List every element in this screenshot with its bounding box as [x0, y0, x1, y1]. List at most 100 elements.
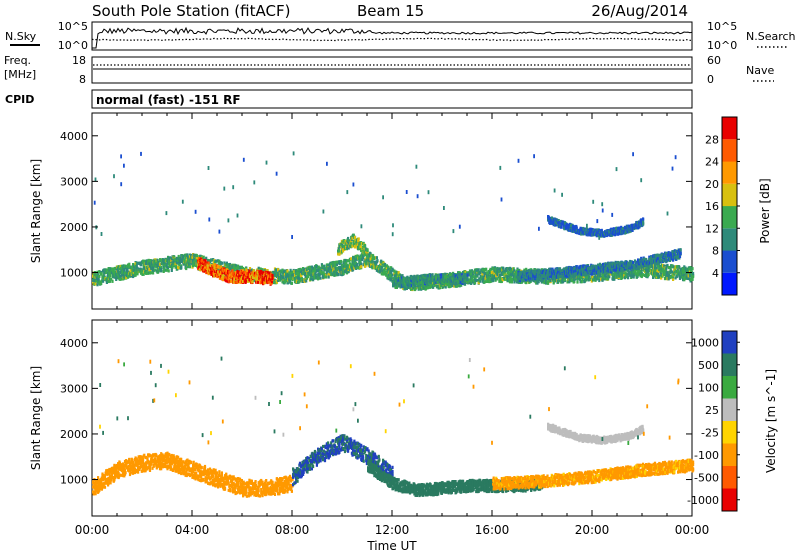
data-cell	[445, 274, 448, 278]
data-cell	[432, 285, 435, 289]
data-cell	[277, 268, 280, 272]
data-cell	[348, 257, 352, 262]
data-cell	[341, 264, 344, 268]
data-cell	[628, 271, 631, 275]
data-cell	[625, 274, 628, 279]
data-cell	[268, 276, 272, 280]
data-cell	[632, 275, 635, 279]
data-cell	[147, 264, 150, 268]
data-cell	[502, 272, 505, 276]
data-cell	[400, 274, 403, 278]
data-cell	[397, 271, 400, 275]
data-cell	[540, 280, 543, 284]
data-cell	[435, 276, 438, 280]
data-cell	[427, 285, 430, 289]
data-cell	[125, 275, 128, 280]
data-cell	[356, 263, 359, 267]
data-cell	[288, 279, 292, 283]
data-cell	[324, 267, 327, 271]
data-cell	[594, 278, 597, 282]
data-cell	[506, 267, 509, 271]
data-cell	[580, 276, 583, 280]
data-cell	[444, 272, 447, 277]
data-cell	[205, 256, 208, 260]
data-cell	[678, 265, 681, 269]
data-cell	[652, 275, 655, 279]
data-cell	[150, 263, 153, 267]
data-cell	[235, 275, 238, 279]
data-cell	[675, 274, 678, 279]
data-cell	[438, 286, 442, 290]
data-cell	[381, 269, 384, 273]
data-cell	[583, 279, 587, 283]
data-cell	[175, 261, 178, 265]
data-cell	[305, 276, 308, 280]
data-cell	[173, 263, 176, 267]
data-cell	[112, 268, 115, 272]
freq-panel: Freq. [MHz] 18 8 60 0 Nave	[4, 54, 774, 86]
data-cell	[415, 277, 418, 281]
data-cell	[515, 278, 518, 282]
data-cell	[329, 269, 332, 273]
data-cell	[145, 270, 148, 274]
data-cell	[105, 268, 108, 272]
data-cell	[243, 267, 246, 271]
data-cell	[190, 257, 193, 261]
data-cell	[672, 277, 675, 281]
data-cell	[392, 268, 395, 272]
data-cell	[328, 264, 331, 268]
data-cell	[614, 275, 617, 279]
data-cell	[297, 271, 300, 275]
data-cell	[148, 271, 152, 275]
data-cell	[487, 274, 490, 278]
data-cell	[318, 274, 321, 278]
data-cell	[358, 242, 362, 246]
data-cell	[397, 273, 400, 277]
data-cell	[210, 258, 213, 262]
data-cell	[455, 281, 458, 285]
data-cell	[597, 272, 600, 276]
data-cell	[363, 258, 366, 262]
data-cell	[383, 272, 386, 276]
data-cell	[405, 279, 408, 284]
data-cell	[608, 275, 611, 279]
data-cell	[202, 266, 205, 270]
data-cell	[237, 266, 240, 270]
data-cell	[152, 268, 155, 272]
data-cell	[100, 281, 103, 286]
data-cell	[290, 281, 293, 285]
data-cell	[347, 269, 350, 274]
data-cell	[342, 267, 345, 271]
data-cell	[528, 280, 531, 284]
data-cell	[213, 266, 216, 270]
data-cell	[257, 266, 260, 270]
data-cell	[589, 277, 592, 281]
data-cell	[176, 257, 179, 261]
data-cell	[560, 225, 563, 229]
data-cell	[372, 254, 375, 258]
data-cell	[393, 272, 396, 276]
data-cell	[115, 277, 118, 281]
data-cell	[273, 281, 277, 285]
data-cell	[123, 267, 126, 272]
data-cell	[492, 279, 495, 283]
data-cell	[672, 275, 675, 279]
data-cell	[278, 276, 282, 280]
data-cell	[420, 287, 423, 291]
data-cell	[350, 257, 353, 261]
data-cell	[236, 280, 239, 284]
data-cell	[560, 280, 563, 284]
data-cell	[123, 274, 126, 279]
data-cell	[180, 266, 183, 270]
data-cell	[335, 262, 338, 266]
data-cell	[303, 269, 307, 273]
data-cell	[212, 261, 215, 265]
data-cell	[167, 269, 170, 273]
data-cell	[200, 258, 203, 263]
data-cell	[321, 265, 324, 269]
data-cell	[563, 227, 567, 231]
data-cell	[373, 256, 376, 260]
data-cell	[475, 272, 478, 276]
data-cell	[175, 265, 178, 269]
data-cell	[242, 279, 245, 284]
